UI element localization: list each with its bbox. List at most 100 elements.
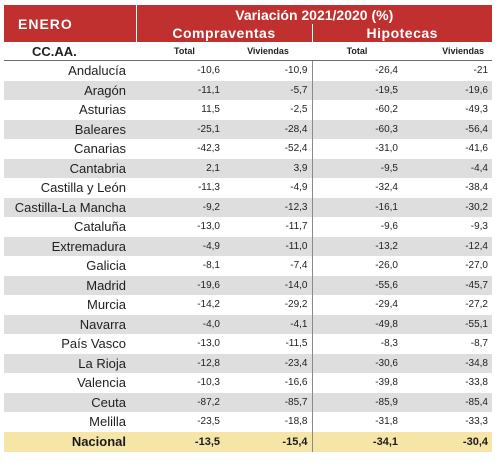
mortgages-homes-value: -27,0 bbox=[465, 260, 488, 272]
mortgages-homes-value: -33,3 bbox=[465, 416, 488, 428]
sales-homes-value: 3,9 bbox=[224, 158, 312, 178]
region-name: Cantabria bbox=[4, 158, 136, 178]
sales-total-value: -14,2 bbox=[197, 299, 220, 311]
region-name: Navarra bbox=[4, 314, 136, 334]
region-name: Castilla y León bbox=[40, 180, 126, 196]
sales-total-value: -87,2 bbox=[136, 392, 224, 412]
mortgages-homes-value: -12,4 bbox=[402, 236, 492, 256]
table-row: Andalucía -10,6 -10,9 -26,4 -21 bbox=[4, 60, 492, 81]
region-name: Madrid bbox=[4, 275, 136, 295]
mortgages-homes-value: -4,4 bbox=[402, 158, 492, 178]
mortgages-homes-value: -56,4 bbox=[402, 119, 492, 139]
table-row: Navarra -4,0 -4,1 -49,8 -55,1 bbox=[4, 314, 492, 334]
region-name: Melilla bbox=[89, 414, 126, 430]
mortgages-homes-value: -33,8 bbox=[465, 377, 488, 389]
mortgages-total-value: -26,0 bbox=[311, 256, 402, 276]
mortgages-homes-header: Viviendas bbox=[402, 42, 492, 61]
sales-homes-value: -11,0 bbox=[224, 236, 312, 256]
mortgages-total-value: -85,9 bbox=[311, 392, 402, 412]
sales-total-value: -9,2 bbox=[136, 197, 224, 217]
sales-total-value: -12,8 bbox=[136, 353, 224, 373]
sales-total-value: 2,1 bbox=[136, 158, 224, 178]
data-table-container: ENERO Variación 2021/2020 (%) Compravent… bbox=[4, 5, 492, 452]
national-total-row: Nacional -13,5 -15,4 -34,1 -30,4 bbox=[4, 431, 492, 452]
sales-homes-value: -2,5 bbox=[290, 104, 308, 116]
mortgages-total-value: -13,2 bbox=[311, 236, 402, 256]
table-row: Valencia -10,3 -16,6 -39,8 -33,8 bbox=[4, 373, 492, 393]
sales-homes-value: -5,7 bbox=[224, 80, 312, 100]
region-name: Asturias bbox=[79, 102, 126, 118]
sales-total-value: -8,1 bbox=[202, 260, 220, 272]
mortgages-homes-value: -8,7 bbox=[470, 338, 488, 350]
table-row: Castilla-La Mancha -9,2 -12,3 -16,1 -30,… bbox=[4, 197, 492, 217]
table-row: Cataluña -13,0 -11,7 -9,6 -9,3 bbox=[4, 217, 492, 237]
table-body: Andalucía -10,6 -10,9 -26,4 -21 Aragón -… bbox=[4, 60, 492, 452]
mortgages-homes-value: -21 bbox=[473, 65, 488, 77]
sales-total-value: -25,1 bbox=[136, 119, 224, 139]
sales-total-value: -42,3 bbox=[197, 143, 220, 155]
table-row: Extremadura -4,9 -11,0 -13,2 -12,4 bbox=[4, 236, 492, 256]
region-name: Extremadura bbox=[4, 236, 136, 256]
sales-total-value: -11,1 bbox=[136, 80, 224, 100]
sales-homes-value: -12,3 bbox=[224, 197, 312, 217]
mortgages-homes-value: -41,6 bbox=[465, 143, 488, 155]
sales-homes-header: Viviendas bbox=[224, 42, 312, 61]
table-row: Castilla y León -11,3 -4,9 -32,4 -38,4 bbox=[4, 178, 492, 198]
national-sales-homes: -15,4 bbox=[224, 431, 312, 452]
table-row: País Vasco -13,0 -11,5 -8,3 -8,7 bbox=[4, 334, 492, 354]
table-row: Canarias -42,3 -52,4 -31,0 -41,6 bbox=[4, 139, 492, 159]
sales-homes-value: -18,8 bbox=[284, 416, 308, 428]
variation-table: ENERO Variación 2021/2020 (%) Compravent… bbox=[4, 5, 492, 452]
region-name: Baleares bbox=[4, 119, 136, 139]
region-name: Canarias bbox=[73, 141, 126, 157]
mortgages-total-value: -39,8 bbox=[311, 373, 402, 393]
table-row: Madrid -19,6 -14,0 -55,6 -45,7 bbox=[4, 275, 492, 295]
mortgages-total-value: -9,5 bbox=[311, 158, 402, 178]
sales-homes-value: -23,4 bbox=[224, 353, 312, 373]
region-name: Ceuta bbox=[4, 392, 136, 412]
mortgages-total-value: -30,6 bbox=[311, 353, 402, 373]
national-label: Nacional bbox=[4, 431, 136, 452]
header-row-subcolumns: CC.AA. Total Viviendas Total Viviendas bbox=[4, 42, 492, 61]
sales-homes-value: -85,7 bbox=[224, 392, 312, 412]
month-label: ENERO bbox=[4, 5, 136, 42]
sales-total-header: Total bbox=[136, 42, 224, 61]
region-name: Andalucía bbox=[68, 63, 126, 79]
table-row: Baleares -25,1 -28,4 -60,3 -56,4 bbox=[4, 119, 492, 139]
sales-total-value: -4,9 bbox=[136, 236, 224, 256]
national-mortgages-homes: -30,4 bbox=[402, 431, 492, 452]
group-mortgages-label: Hipotecas bbox=[311, 24, 492, 42]
sales-homes-value: -14,0 bbox=[224, 275, 312, 295]
table-row: Asturias 11,5 -2,5 -60,2 -49,3 bbox=[4, 100, 492, 120]
mortgages-total-value: -49,8 bbox=[311, 314, 402, 334]
mortgages-total-value: -31,8 bbox=[311, 412, 402, 432]
mortgages-homes-value: -30,2 bbox=[402, 197, 492, 217]
mortgages-homes-value: -38,4 bbox=[465, 182, 488, 194]
region-name: La Rioja bbox=[4, 353, 136, 373]
mortgages-homes-value: -49,3 bbox=[465, 104, 488, 116]
sales-total-value: -4,0 bbox=[136, 314, 224, 334]
mortgages-total-value: -16,1 bbox=[311, 197, 402, 217]
table-row: La Rioja -12,8 -23,4 -30,6 -34,8 bbox=[4, 353, 492, 373]
mortgages-total-header: Total bbox=[312, 42, 402, 61]
mortgages-homes-value: -85,4 bbox=[402, 392, 492, 412]
mortgages-total-value: -55,6 bbox=[311, 275, 402, 295]
mortgages-homes-value: -19,6 bbox=[402, 80, 492, 100]
mortgages-homes-value: -55,1 bbox=[402, 314, 492, 334]
sales-homes-value: -11,5 bbox=[285, 338, 308, 350]
sales-total-value: -23,5 bbox=[197, 416, 220, 428]
mortgages-total-value: -29,4 bbox=[311, 295, 402, 315]
mortgages-total-value: -8,3 bbox=[311, 334, 402, 354]
table-row: Ceuta -87,2 -85,7 -85,9 -85,4 bbox=[4, 392, 492, 412]
table-row: Galicia -8,1 -7,4 -26,0 -27,0 bbox=[4, 256, 492, 276]
table-row: Murcia -14,2 -29,2 -29,4 -27,2 bbox=[4, 295, 492, 315]
sales-total-value: 11,5 bbox=[201, 104, 220, 116]
mortgages-total-value: -60,2 bbox=[311, 100, 402, 120]
sales-homes-value: -52,4 bbox=[284, 143, 308, 155]
table-row: Aragón -11,1 -5,7 -19,5 -19,6 bbox=[4, 80, 492, 100]
mortgages-total-value: -32,4 bbox=[311, 178, 402, 198]
sales-total-value: -10,3 bbox=[197, 377, 220, 389]
region-name: Aragón bbox=[4, 80, 136, 100]
sales-homes-value: -28,4 bbox=[224, 119, 312, 139]
sales-homes-value: -4,1 bbox=[224, 314, 312, 334]
